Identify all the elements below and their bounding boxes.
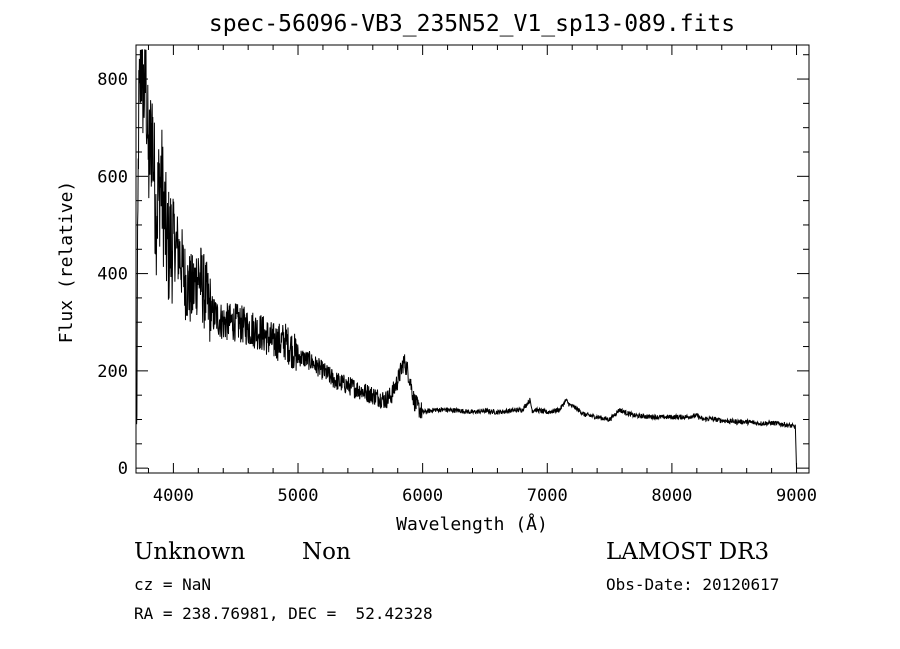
- object-class-label: Unknown: [134, 539, 245, 565]
- obs-date-label: Obs-Date: 20120617: [606, 575, 779, 594]
- x-tick-label: 9000: [776, 486, 817, 506]
- redshift-label: cz = NaN: [134, 575, 211, 594]
- y-tick-label: 400: [97, 265, 128, 285]
- object-subclass-label: Non: [302, 539, 351, 565]
- spectrum-layer: [136, 49, 797, 469]
- chart-title: spec-56096-VB3_235N52_V1_sp13-089.fits: [209, 11, 735, 37]
- x-tick-label: 6000: [402, 486, 443, 506]
- spectrum-line: [136, 49, 797, 469]
- axes-layer: 4000 5000 6000 7000 8000 9000 0 200 400 600 800: [97, 45, 817, 506]
- y-tick-label: 0: [118, 459, 128, 479]
- x-axis-label: Wavelength (Å): [396, 513, 548, 535]
- x-tick-label: 5000: [278, 486, 319, 506]
- x-tick-label: 4000: [153, 486, 194, 506]
- coordinates-label: RA = 238.76981, DEC = 52.42328: [134, 604, 433, 623]
- y-tick-label: 600: [97, 167, 128, 187]
- y-axis-label: Flux (relative): [56, 181, 77, 344]
- y-tick-label: 800: [97, 70, 128, 90]
- x-tick-label: 7000: [527, 486, 568, 506]
- x-tick-label: 8000: [651, 486, 692, 506]
- y-tick-label: 200: [97, 362, 128, 382]
- survey-label: LAMOST DR3: [606, 539, 769, 565]
